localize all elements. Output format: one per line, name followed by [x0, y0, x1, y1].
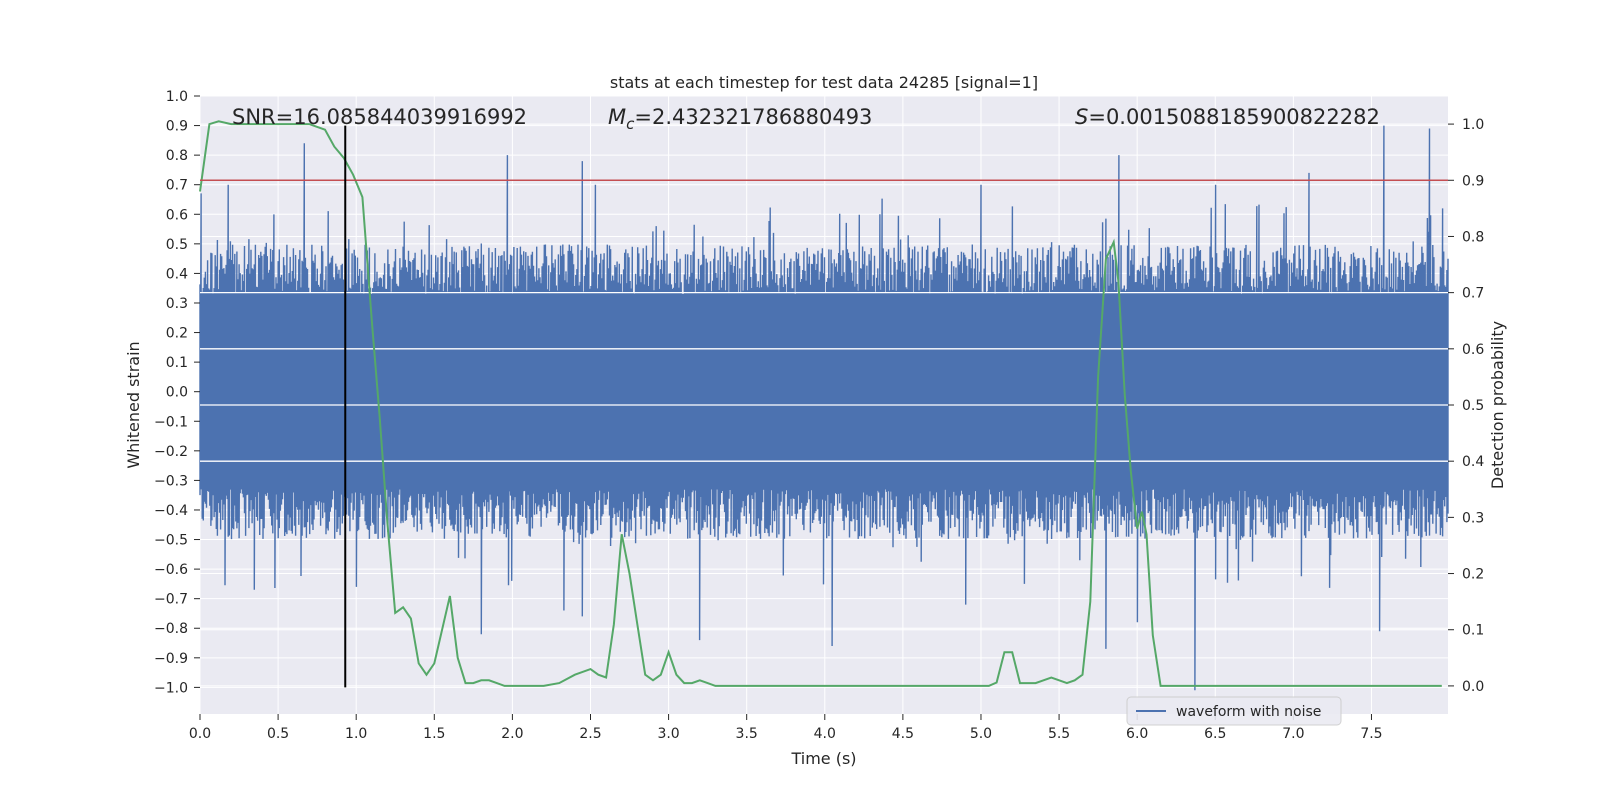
y-left-tick-label: 0.6	[166, 207, 188, 223]
y-right-tick-label: 0.5	[1462, 398, 1484, 414]
axes: 0.0 0.5 1.0 1.5 2.0 2.5 3.0 3.5 4.0 4.5 5.0 5.5 6.0 6…	[154, 89, 1484, 742]
y-right-tick-label: 0.3	[1462, 510, 1484, 526]
y-left-tick-label: −0.4	[154, 503, 188, 519]
y-left-tick-label: −0.5	[154, 533, 188, 549]
legend: waveform with noise	[1126, 696, 1342, 726]
y-left-tick-label: −0.7	[154, 592, 188, 608]
y-left-tick-label: 0.9	[166, 119, 188, 135]
waveform-core-band	[200, 294, 1448, 490]
x-tick-label: 4.0	[814, 726, 836, 742]
y-left-tick-label: −0.2	[154, 444, 188, 460]
detection-probability-line	[199, 120, 1442, 687]
y-left-tick-label: 0.0	[166, 385, 188, 401]
y-right-tick-label: 1.0	[1462, 117, 1484, 133]
x-tick-label: 5.5	[1048, 726, 1070, 742]
y-right-tick-label: 0.1	[1462, 623, 1484, 639]
y-left-tick-label: −1.0	[154, 680, 188, 696]
s-value: =0.0015088185900822282	[1088, 105, 1380, 129]
y-left-tick-label: −0.6	[154, 562, 188, 578]
y-left-tick-label: −0.3	[154, 473, 188, 489]
x-tick-label: 0.0	[189, 726, 211, 742]
y-left-tick-label: 0.3	[166, 296, 188, 312]
y-left-tick-label: 0.5	[166, 237, 188, 253]
waveform-series	[199, 125, 1449, 691]
chirp-mass-value: =2.432321786880493	[634, 105, 872, 129]
y-left-tick-label: −0.1	[154, 414, 188, 430]
y-left-tick-label: 0.7	[166, 178, 188, 194]
y-left-tick-label: 0.4	[166, 266, 188, 282]
x-tick-label: 1.0	[345, 726, 367, 742]
x-tick-label: 7.0	[1282, 726, 1304, 742]
y-left-tick-label: 0.1	[166, 355, 188, 371]
x-axis-label: Time (s)	[790, 749, 856, 768]
x-tick-label: 1.5	[423, 726, 445, 742]
chirp-mass-annotation: Mc=2.432321786880493	[608, 105, 872, 133]
y-left-tick-label: 1.0	[166, 89, 188, 105]
chirp-mass-symbol: M	[608, 105, 626, 129]
y-right-tick-label: 0.2	[1462, 567, 1484, 583]
snr-annotation: SNR=16.085844039916992	[232, 105, 527, 129]
x-tick-label: 6.0	[1126, 726, 1148, 742]
x-tick-label: 2.0	[501, 726, 523, 742]
y-right-tick-label: 0.8	[1462, 229, 1484, 245]
y-axis-label-right: Detection probability	[1488, 321, 1507, 489]
chart-title: stats at each timestep for test data 242…	[610, 73, 1038, 92]
x-tick-label: 3.5	[736, 726, 758, 742]
x-tick-label: 0.5	[267, 726, 289, 742]
s-symbol: S	[1075, 105, 1088, 129]
y-right-tick-label: 0.0	[1462, 679, 1484, 695]
x-tick-label: 6.5	[1204, 726, 1226, 742]
x-tick-label: 2.5	[579, 726, 601, 742]
y-right-tick-label: 0.6	[1462, 342, 1484, 358]
x-tick-label: 4.5	[892, 726, 914, 742]
x-tick-label: 3.0	[657, 726, 679, 742]
probability-series	[199, 120, 1442, 687]
y-left-tick-label: −0.9	[154, 651, 188, 667]
y-axis-label-left: Whitened strain	[124, 341, 143, 468]
y-right-tick-label: 0.4	[1462, 454, 1484, 470]
y-right-tick-label: 0.9	[1462, 173, 1484, 189]
y-left-tick-label: 0.2	[166, 326, 188, 342]
legend-waveform-label: waveform with noise	[1176, 704, 1321, 720]
x-tick-label: 7.5	[1360, 726, 1382, 742]
reference-lines	[200, 125, 1448, 688]
x-tick-label: 5.0	[970, 726, 992, 742]
chirp-mass-subscript: c	[626, 115, 635, 133]
y-left-tick-label: 0.8	[166, 148, 188, 164]
y-left-tick-label: −0.8	[154, 621, 188, 637]
s-annotation: S=0.0015088185900822282	[1075, 105, 1380, 129]
legend-box	[1126, 696, 1342, 726]
y-right-tick-label: 0.7	[1462, 286, 1484, 302]
